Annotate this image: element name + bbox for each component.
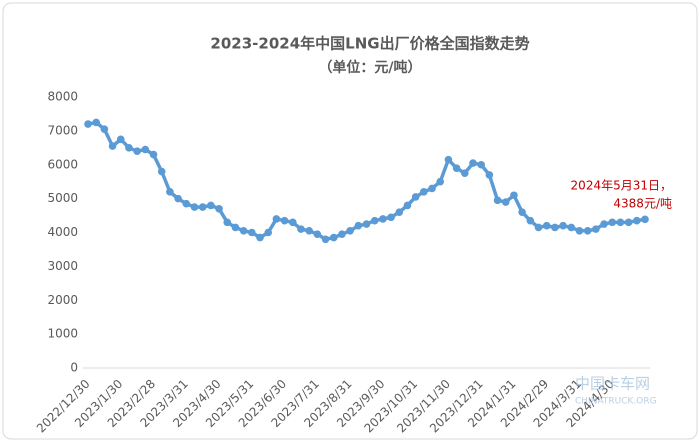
y-tick-label: 2000 <box>47 293 78 307</box>
data-point <box>608 218 617 227</box>
data-point <box>321 235 330 244</box>
data-point <box>280 216 289 225</box>
data-point <box>542 221 551 230</box>
data-point <box>125 144 133 152</box>
data-point <box>305 227 313 235</box>
annotation: 4388元/吨 <box>613 197 672 211</box>
data-point <box>223 218 232 227</box>
data-point <box>633 216 641 225</box>
data-point <box>174 194 182 203</box>
data-point <box>272 215 281 223</box>
data-point <box>493 196 502 205</box>
data-point <box>182 199 191 208</box>
data-point <box>452 164 461 172</box>
y-tick-label: 3000 <box>47 259 78 273</box>
data-point <box>534 223 543 232</box>
y-tick-label: 8000 <box>47 90 78 104</box>
data-point <box>329 233 338 242</box>
data-point <box>403 201 412 210</box>
data-point <box>256 233 264 242</box>
data-point <box>567 223 576 232</box>
data-point <box>207 201 215 210</box>
data-point <box>551 223 559 232</box>
data-point <box>428 184 436 193</box>
data-point <box>559 221 567 230</box>
data-point <box>592 225 600 233</box>
data-point <box>583 227 592 235</box>
data-point <box>248 228 256 237</box>
data-point <box>477 160 485 169</box>
data-point <box>436 177 445 186</box>
data-point <box>379 215 387 223</box>
y-tick-label: 4000 <box>47 225 78 239</box>
data-point <box>518 208 526 216</box>
watermark: 中国卡车网 <box>575 375 650 393</box>
data-point <box>84 120 92 128</box>
data-point <box>157 167 166 176</box>
data-point <box>231 223 240 232</box>
y-tick-label: 7000 <box>47 123 78 137</box>
data-point <box>362 220 371 228</box>
y-tick-label: 6000 <box>47 157 78 171</box>
data-point <box>92 118 100 127</box>
data-point <box>215 204 223 213</box>
data-point <box>354 221 363 230</box>
data-point <box>313 230 322 238</box>
data-point <box>116 135 125 144</box>
data-point <box>624 218 633 227</box>
data-point <box>526 216 535 225</box>
data-point <box>616 218 625 227</box>
chart-title: 2023-2024年中国LNG出厂价格全国指数走势 <box>210 35 529 53</box>
data-point <box>264 228 273 237</box>
data-point <box>149 150 158 159</box>
data-point <box>133 147 141 155</box>
data-point <box>395 208 404 216</box>
y-tick-label: 0 <box>70 361 78 375</box>
data-point <box>575 227 584 235</box>
data-point <box>166 188 174 196</box>
y-tick-label: 5000 <box>47 191 78 205</box>
data-point <box>190 203 199 211</box>
y-tick-label: 1000 <box>47 327 78 341</box>
data-point <box>108 142 117 150</box>
watermark: CHINATRUCK.ORG <box>575 397 657 407</box>
data-point <box>641 215 649 224</box>
data-point <box>198 203 207 211</box>
data-point <box>510 191 518 200</box>
data-point <box>141 145 150 154</box>
data-point <box>501 198 510 206</box>
data-point <box>411 193 420 201</box>
data-point <box>338 230 346 238</box>
data-point <box>370 216 379 225</box>
data-point <box>469 159 477 167</box>
data-point <box>485 171 494 179</box>
data-point <box>346 227 354 235</box>
data-point <box>444 155 453 164</box>
data-point <box>288 218 297 227</box>
data-point <box>239 227 248 235</box>
chart-subtitle: （单位：元/吨） <box>318 59 421 76</box>
data-point <box>100 125 109 133</box>
data-point <box>420 188 428 196</box>
data-point <box>387 213 395 222</box>
data-point <box>460 169 469 178</box>
data-point <box>297 225 305 233</box>
data-point <box>600 220 608 228</box>
annotation: 2024年5月31日， <box>571 179 672 193</box>
